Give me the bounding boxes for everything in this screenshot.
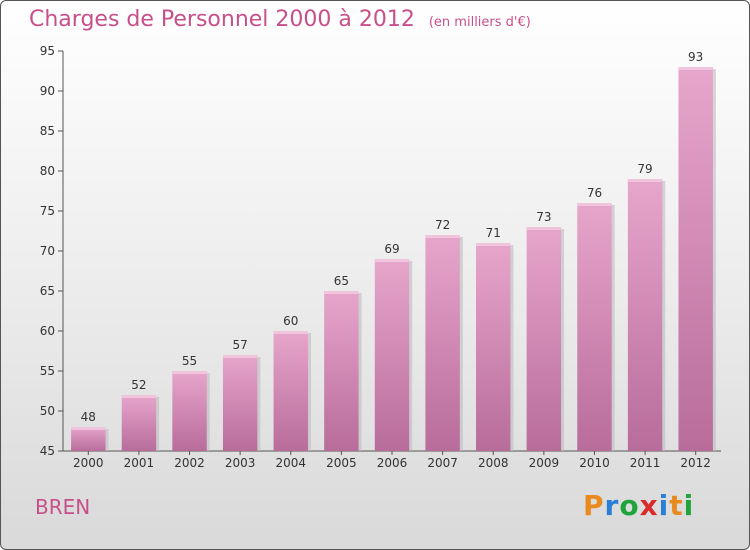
logo-letter: r (604, 489, 620, 522)
bar-value-label: 48 (81, 410, 96, 424)
x-tick-label: 2007 (427, 456, 458, 470)
x-tick-label: 2006 (377, 456, 408, 470)
x-tick-label: 2010 (579, 456, 610, 470)
logo-letter: o (619, 489, 640, 522)
bar-top (71, 427, 106, 430)
y-tick-label: 50 (40, 404, 55, 418)
bar-top (627, 179, 663, 182)
bar (425, 235, 460, 451)
x-tick-label: 2003 (225, 456, 256, 470)
x-tick-label: 2005 (326, 456, 357, 470)
bar (121, 395, 157, 451)
bar (374, 259, 410, 451)
x-tick-label: 2004 (275, 456, 306, 470)
entity-name: BREN (35, 495, 91, 519)
bar-value-label: 79 (637, 162, 652, 176)
y-tick-label: 80 (40, 164, 55, 178)
x-tick-label: 2001 (124, 456, 155, 470)
bar (678, 67, 713, 451)
bar (577, 203, 612, 451)
chart-title: Charges de Personnel 2000 à 2012 (en mill… (29, 7, 531, 32)
bar-value-label: 57 (233, 338, 248, 352)
y-tick-label: 70 (40, 244, 55, 258)
bar (172, 371, 207, 451)
bar (627, 179, 663, 451)
bar-value-label: 71 (486, 226, 501, 240)
bar-value-label: 60 (283, 314, 298, 328)
chart-title-text: Charges de Personnel 2000 à 2012 (29, 7, 415, 32)
bar-value-label: 65 (334, 274, 349, 288)
bar-value-label: 55 (182, 354, 197, 368)
bar (71, 427, 106, 451)
y-tick-label: 65 (40, 284, 55, 298)
bar (476, 243, 511, 451)
bar-top (374, 259, 410, 262)
bar-top (526, 227, 562, 230)
y-tick-label: 90 (40, 84, 55, 98)
bar (222, 355, 258, 451)
bar-value-label: 76 (587, 186, 602, 200)
logo-letter: i (658, 489, 670, 522)
y-tick-label: 45 (40, 444, 55, 458)
bar-top (324, 291, 359, 294)
bar-top (476, 243, 511, 246)
chart-unit-note: (en milliers d'€) (428, 15, 531, 30)
logo-letter: i (683, 489, 695, 522)
x-tick-label: 2008 (478, 456, 509, 470)
bar-top (273, 331, 308, 334)
bar-top (425, 235, 460, 238)
logo-letter: P (583, 489, 605, 522)
x-tick-label: 2000 (73, 456, 104, 470)
logo-letter: t (669, 489, 684, 522)
y-tick-label: 75 (40, 204, 55, 218)
logo-letter: x (639, 489, 659, 522)
bar-top (121, 395, 157, 398)
bar-value-label: 73 (536, 210, 551, 224)
bar (273, 331, 308, 451)
bar-value-label: 52 (131, 378, 146, 392)
bar-top (577, 203, 612, 206)
bar (526, 227, 562, 451)
x-tick-label: 2009 (529, 456, 560, 470)
bar-top (678, 67, 713, 70)
y-tick-label: 95 (40, 44, 55, 58)
bar-top (172, 371, 207, 374)
x-tick-label: 2002 (174, 456, 205, 470)
y-tick-label: 60 (40, 324, 55, 338)
y-tick-label: 85 (40, 124, 55, 138)
bar-value-label: 93 (688, 50, 703, 64)
y-tick-label: 55 (40, 364, 55, 378)
bar (324, 291, 359, 451)
bar-top (222, 355, 258, 358)
x-tick-label: 2011 (630, 456, 661, 470)
bar-value-label: 69 (384, 242, 399, 256)
proxiti-logo: Proxiti (583, 489, 694, 522)
x-tick-label: 2012 (680, 456, 711, 470)
bar-value-label: 72 (435, 218, 450, 232)
